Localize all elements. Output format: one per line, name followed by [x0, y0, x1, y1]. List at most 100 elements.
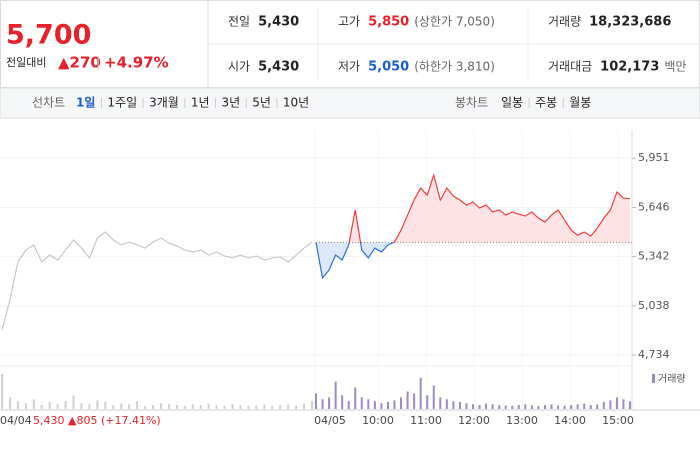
volume-bar: [472, 404, 474, 409]
volume-bar: [311, 401, 313, 409]
volume-bar: [583, 403, 586, 409]
volume-bar: [452, 401, 455, 409]
volume-bar: [32, 399, 35, 409]
volume-bar: [136, 401, 139, 409]
volume-bar: [295, 405, 298, 409]
volume-bar: [24, 403, 27, 409]
volume-bar: [8, 397, 11, 409]
tab[interactable]: 5년: [252, 96, 271, 110]
tab[interactable]: 1일: [76, 96, 95, 110]
volume-bar: [215, 405, 218, 409]
tab-group-label: 봉차트: [455, 96, 488, 110]
volume-bar: [393, 400, 396, 409]
volume-bar: [465, 403, 468, 409]
tab[interactable]: 월봉: [569, 96, 591, 110]
x-tick-label: 14:00: [554, 414, 586, 427]
volume-bar: [231, 404, 234, 409]
volume-bar: [16, 401, 19, 409]
x-tick-label: 10:00: [362, 414, 394, 427]
volume-bar: [576, 404, 579, 409]
y-tick-label: 4,734: [638, 348, 670, 361]
volume-bar: [478, 405, 481, 409]
volume-bar: [88, 404, 91, 409]
volume-bar: [524, 404, 527, 409]
stat-value: 102,173: [600, 60, 659, 75]
volume-bar: [321, 399, 324, 409]
volume-bar: [303, 403, 306, 409]
y-tick-label: 5,951: [638, 151, 670, 164]
volume-bar: [439, 397, 442, 409]
volume-bar: [629, 401, 631, 409]
tab[interactable]: 주봉: [535, 96, 557, 110]
tab[interactable]: 3년: [222, 96, 241, 110]
x-tick-label: 15:00: [602, 414, 634, 427]
volume-bar: [104, 401, 107, 409]
volume-bar: [72, 395, 75, 409]
separator: |: [96, 56, 100, 71]
legend-label: 거래량: [658, 373, 686, 385]
volume-bar: [191, 404, 194, 409]
stat-value: 18,323,686: [589, 15, 671, 30]
volume-bar: [152, 405, 155, 409]
tab-group-label: 선차트: [32, 96, 65, 110]
volume-bar: [56, 404, 59, 409]
volume-bar: [315, 393, 317, 409]
volume-bar: [498, 405, 501, 409]
area-fill: [316, 175, 630, 278]
y-tick-label: 5,342: [638, 250, 670, 263]
volume-bar: [622, 399, 625, 409]
prev-summary: 5,430 ▲805 (+17.41%): [33, 414, 161, 427]
tab[interactable]: 1년: [191, 96, 210, 110]
volume-bar: [263, 404, 266, 409]
volume-bar: [360, 397, 363, 409]
volume-bar: [419, 377, 422, 409]
stat-note: (상한가 7,050): [414, 15, 495, 29]
volume-bar: [550, 404, 553, 409]
volume-bar: [80, 403, 83, 409]
x-tick-label: 13:00: [506, 414, 538, 427]
change: ▲270: [58, 54, 101, 72]
volume-bar: [175, 405, 178, 409]
tab[interactable]: 3개월: [149, 96, 179, 110]
volume-bar: [247, 405, 250, 409]
y-tick-label: 5,646: [638, 200, 670, 213]
volume-bar: [386, 401, 389, 409]
volume-bar: [354, 387, 357, 409]
volume-bar: [373, 401, 376, 409]
tab[interactable]: 일봉: [501, 96, 523, 110]
stat-value: 5,850: [368, 15, 409, 30]
volume-bar: [112, 405, 115, 409]
volume-bar: [255, 405, 258, 409]
volume-bar: [589, 405, 592, 409]
volume-bar: [485, 403, 488, 409]
tab[interactable]: 10년: [283, 96, 309, 110]
volume-bar: [596, 404, 599, 409]
volume-bar: [334, 381, 337, 409]
volume-bar: [239, 405, 242, 409]
volume-bar: [543, 405, 546, 409]
x-tick-label: 04/05: [314, 414, 346, 427]
x-tick-label: 12:00: [458, 414, 490, 427]
volume-bar: [530, 405, 533, 409]
volume-bar: [40, 405, 43, 409]
stat-label: 거래대금: [548, 60, 592, 74]
volume-bar: [491, 404, 494, 409]
stat-note: 백만: [664, 60, 686, 74]
volume-bar: [458, 401, 461, 409]
volume-bar: [347, 401, 350, 409]
volume-bar: [207, 403, 210, 409]
volume-bar: [570, 405, 573, 409]
volume-bar: [183, 405, 186, 409]
volume-bar: [48, 401, 51, 409]
stat-value: 5,430: [258, 60, 299, 75]
tab[interactable]: 1주일: [107, 96, 137, 110]
volume-bar: [537, 405, 540, 409]
volume-bar: [432, 385, 435, 409]
stat-label: 저가: [338, 60, 360, 74]
stat-label: 고가: [338, 15, 360, 29]
volume-bar: [517, 405, 520, 409]
volume-bar: [426, 395, 429, 409]
volume-bar: [615, 397, 618, 409]
legend-swatch: [652, 374, 655, 383]
change-label: 전일대비: [6, 55, 46, 69]
